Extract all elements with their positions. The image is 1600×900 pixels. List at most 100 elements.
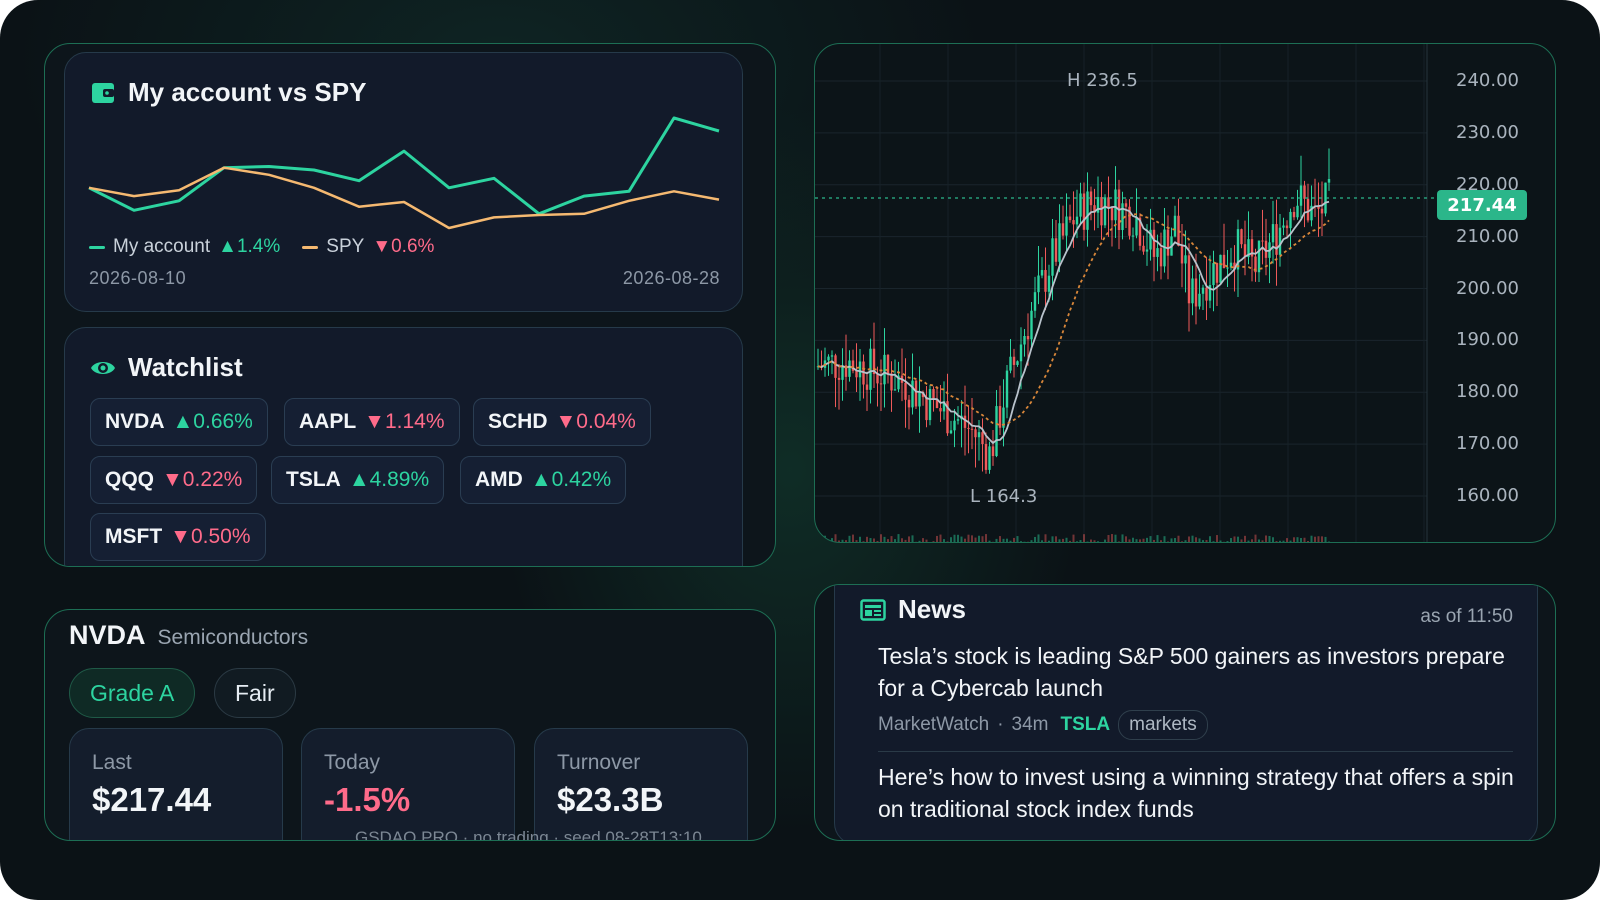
watchlist-chip-nvda[interactable]: NVDA ▲0.66% xyxy=(90,398,268,446)
news-headline-1[interactable]: Tesla’s stock is leading S&P 500 gainers… xyxy=(878,643,1505,701)
watchlist-chip-qqq[interactable]: QQQ ▼0.22% xyxy=(90,456,258,504)
candle-body xyxy=(1212,263,1215,286)
volume-bar xyxy=(1247,540,1250,542)
candle-body xyxy=(1243,244,1247,258)
candle-body xyxy=(991,446,995,457)
volume-bar xyxy=(1233,536,1236,542)
volume-bar xyxy=(1107,535,1110,542)
volume-bar xyxy=(1188,536,1190,542)
volume-bar xyxy=(1198,538,1201,542)
candle-body xyxy=(981,432,984,445)
candle-body xyxy=(1058,223,1061,262)
stat-card-today: Today -1.5% xyxy=(301,728,515,840)
chart-end-date: 2026-08-28 xyxy=(622,268,720,288)
volume-bar xyxy=(1104,539,1106,542)
volume-bar xyxy=(1121,534,1124,542)
candle-body xyxy=(977,432,981,438)
news-ticker[interactable]: TSLA xyxy=(1060,714,1111,735)
candle-body xyxy=(1079,193,1082,217)
candle-body xyxy=(837,377,841,380)
legend-change-my-account: ▲1.4% xyxy=(218,236,281,257)
volume-bar xyxy=(1041,540,1043,542)
volume-bar xyxy=(929,541,931,542)
grade-badge[interactable]: Grade A xyxy=(69,668,196,718)
volume-bar xyxy=(894,539,896,542)
price-chart-panel[interactable]: 240.00 230.00 220.00 210.00 200.00 190.00 180.… xyxy=(814,43,1556,543)
candle-body xyxy=(935,399,939,409)
volume-bar xyxy=(1009,540,1012,542)
news-as-of: as of 11:50 xyxy=(1420,606,1513,627)
account-performance-card[interactable]: My account vs SPY My account ▲1.4% SPY ▼… xyxy=(64,52,743,312)
volume-bar xyxy=(904,539,907,542)
volume-bar xyxy=(1139,539,1141,542)
candle-body xyxy=(921,392,925,398)
candle-body xyxy=(918,392,921,407)
watchlist-chip-schd[interactable]: SCHD ▼0.04% xyxy=(473,398,651,446)
volume-bar xyxy=(827,540,830,542)
volume-bar xyxy=(974,537,977,542)
candle-body xyxy=(1061,223,1065,236)
news-tag[interactable]: markets xyxy=(1118,710,1208,740)
watchlist-chip-tsla[interactable]: TSLA ▲4.89% xyxy=(271,456,445,504)
candle-body xyxy=(897,375,900,390)
volume-bar xyxy=(841,539,844,542)
candle-body xyxy=(1068,216,1072,221)
candle-body xyxy=(1128,206,1131,236)
candle-body xyxy=(1005,370,1009,408)
candle-body xyxy=(1016,361,1019,365)
candle-body xyxy=(1065,216,1068,236)
volume-bar xyxy=(967,534,970,542)
volume-bar xyxy=(1303,537,1306,542)
chart-legend: My account ▲1.4% SPY ▼0.6% xyxy=(89,236,434,258)
candle-body xyxy=(1282,225,1285,228)
volume-bar xyxy=(1310,535,1313,542)
news-divider xyxy=(878,751,1513,752)
volume-bar xyxy=(1237,536,1239,542)
chip-change: ▲0.42% xyxy=(530,468,612,491)
candle-body xyxy=(1023,335,1026,345)
candle-body xyxy=(995,406,998,457)
account-card-title-text: My account vs SPY xyxy=(128,77,367,107)
candle-body xyxy=(1261,240,1264,242)
candle-body xyxy=(963,415,967,428)
candle-body xyxy=(872,348,876,375)
candle-body xyxy=(876,374,879,384)
last-price-tag: 217.44 xyxy=(1437,190,1527,220)
chip-symbol: QQQ xyxy=(105,468,155,491)
candle-body xyxy=(865,384,869,390)
candle-body xyxy=(1103,197,1107,226)
volume-bar xyxy=(866,536,868,542)
candlestick-chart[interactable] xyxy=(815,44,1556,543)
volume-bar xyxy=(1006,538,1008,542)
volume-bar xyxy=(845,540,847,542)
candle-body xyxy=(1285,225,1289,229)
volume-bar xyxy=(855,540,858,542)
volume-bar xyxy=(1093,540,1096,542)
candle-body xyxy=(844,365,848,377)
volume-bar xyxy=(1275,541,1278,542)
candle-body xyxy=(1226,267,1229,269)
news-title-text: News xyxy=(898,594,966,624)
candle-body xyxy=(834,355,837,378)
candle-body xyxy=(1229,262,1233,268)
watchlist-chip-msft[interactable]: MSFT ▼0.50% xyxy=(90,513,266,561)
candle-body xyxy=(890,373,893,391)
valuation-badge[interactable]: Fair xyxy=(214,668,296,718)
watchlist-chip-amd[interactable]: AMD ▲0.42% xyxy=(460,456,627,504)
stock-detail-panel: NVDA Semiconductors Grade A Fair Last $2… xyxy=(44,609,776,841)
volume-bar xyxy=(1125,536,1127,542)
volume-bar xyxy=(999,536,1001,542)
volume-bar xyxy=(1132,537,1134,542)
candle-body xyxy=(1310,205,1313,221)
volume-bar xyxy=(1296,537,1299,542)
candle-body xyxy=(841,365,844,380)
candle-body xyxy=(1030,310,1033,340)
news-headline-2[interactable]: Here’s how to invest using a winning str… xyxy=(878,764,1514,822)
volume-bar xyxy=(932,541,935,542)
chip-symbol: TSLA xyxy=(286,468,341,491)
candle-body xyxy=(939,408,942,412)
watchlist-chip-aapl[interactable]: AAPL ▼1.14% xyxy=(284,398,460,446)
volume-bar xyxy=(939,534,942,542)
candle-body xyxy=(1131,235,1135,237)
candle-body xyxy=(1306,198,1310,221)
